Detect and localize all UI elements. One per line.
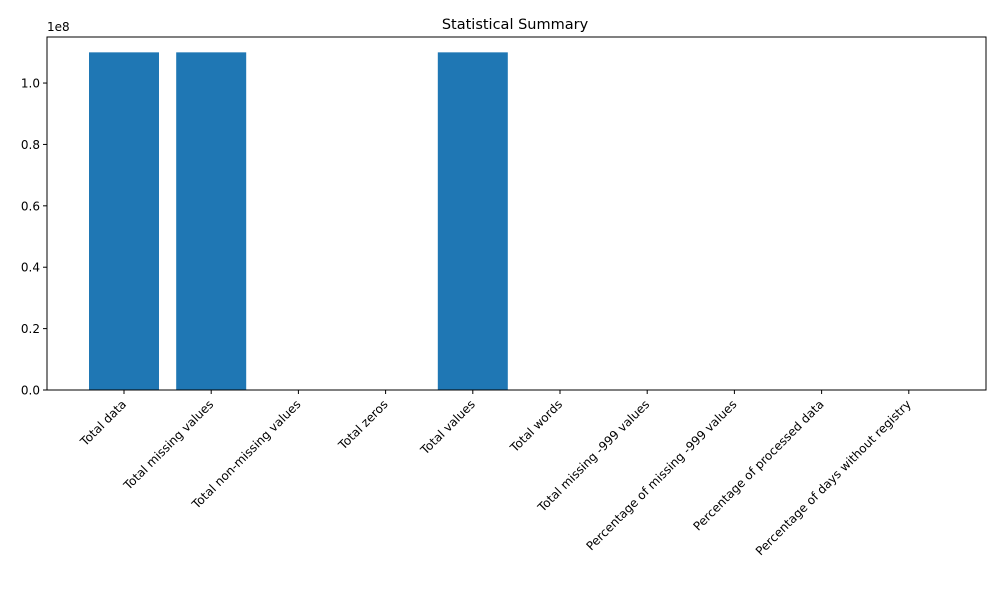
x-tick-label: Total values bbox=[417, 397, 478, 458]
chart-title: Statistical Summary bbox=[442, 17, 589, 33]
y-tick-label: 0.0 bbox=[21, 384, 40, 398]
y-axis-ticks: 0.0 0.2 0.4 0.6 0.8 1.0 bbox=[21, 77, 47, 398]
bar-4 bbox=[437, 52, 508, 390]
bar-0 bbox=[89, 52, 159, 390]
x-tick-label: Total missing values bbox=[120, 397, 216, 493]
y-scale-label: 1e8 bbox=[47, 20, 70, 34]
y-tick-label: 1.0 bbox=[21, 77, 40, 91]
bar-1 bbox=[176, 52, 247, 390]
y-tick-label: 0.6 bbox=[21, 199, 40, 213]
plot-frame bbox=[46, 36, 987, 391]
x-tick-label: Total words bbox=[507, 397, 565, 455]
y-tick-label: 0.4 bbox=[21, 261, 40, 275]
y-tick-label: 0.8 bbox=[21, 138, 40, 152]
x-tick-label: Percentage of days without registry bbox=[753, 397, 914, 558]
x-tick-label: Total zeros bbox=[335, 397, 391, 453]
bars-group bbox=[89, 52, 508, 390]
x-tick-label: Percentage of missing -999 values bbox=[583, 397, 739, 553]
x-tick-label: Total data bbox=[77, 397, 129, 449]
y-tick-label: 0.2 bbox=[21, 322, 40, 336]
